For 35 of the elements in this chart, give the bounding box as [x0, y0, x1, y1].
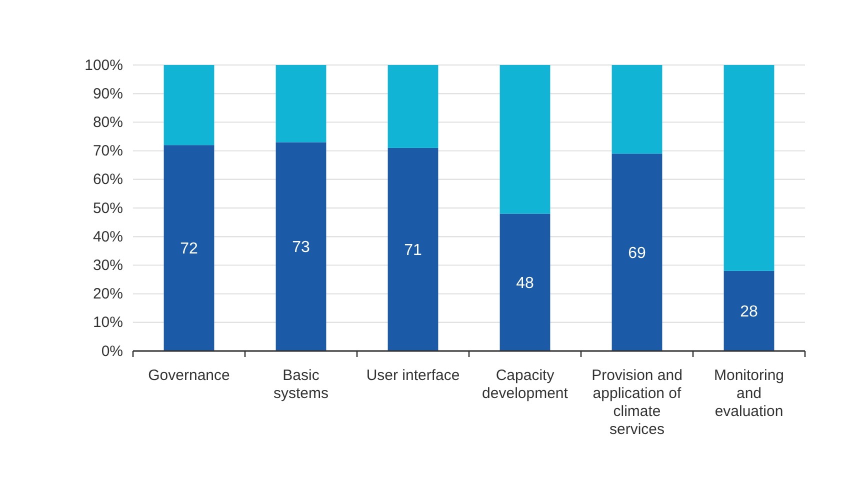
bar [276, 65, 326, 142]
x-tick-label: Monitoring and evaluation [714, 367, 784, 420]
bar [276, 142, 326, 351]
data-label: 72 [180, 240, 198, 258]
y-tick-label: 40% [92, 228, 123, 246]
y-tick-label: 100% [84, 56, 123, 74]
x-tick-label: Basic systems [273, 367, 329, 402]
bar [612, 65, 662, 154]
bar [500, 65, 550, 214]
bar [388, 148, 438, 351]
y-tick-label: 60% [92, 171, 123, 188]
bar [724, 65, 774, 271]
y-tick-label: 50% [92, 200, 123, 217]
data-label: 71 [404, 242, 422, 260]
x-tick-label: User interface [366, 367, 460, 384]
data-label: 69 [628, 244, 646, 262]
y-tick-label: 10% [92, 314, 123, 332]
y-tick-label: 20% [92, 286, 123, 303]
y-tick-label: 0% [101, 342, 123, 360]
y-tick-label: 30% [92, 257, 123, 274]
y-tick-label: 70% [92, 142, 123, 160]
data-label: 48 [516, 274, 534, 292]
data-label: 73 [292, 239, 310, 256]
data-label: 28 [740, 304, 758, 321]
bar [164, 65, 214, 146]
bar [500, 214, 550, 351]
bar [612, 154, 662, 351]
y-tick-label: 90% [92, 85, 123, 102]
bar [724, 270, 774, 351]
bar [164, 145, 214, 351]
x-tick-label: Capacity development [482, 367, 569, 402]
y-tick-label: 80% [92, 114, 123, 131]
x-tick-label: Governance [148, 367, 230, 384]
x-tick-label: Provision and application of climate services [592, 367, 682, 438]
bar [388, 65, 438, 148]
